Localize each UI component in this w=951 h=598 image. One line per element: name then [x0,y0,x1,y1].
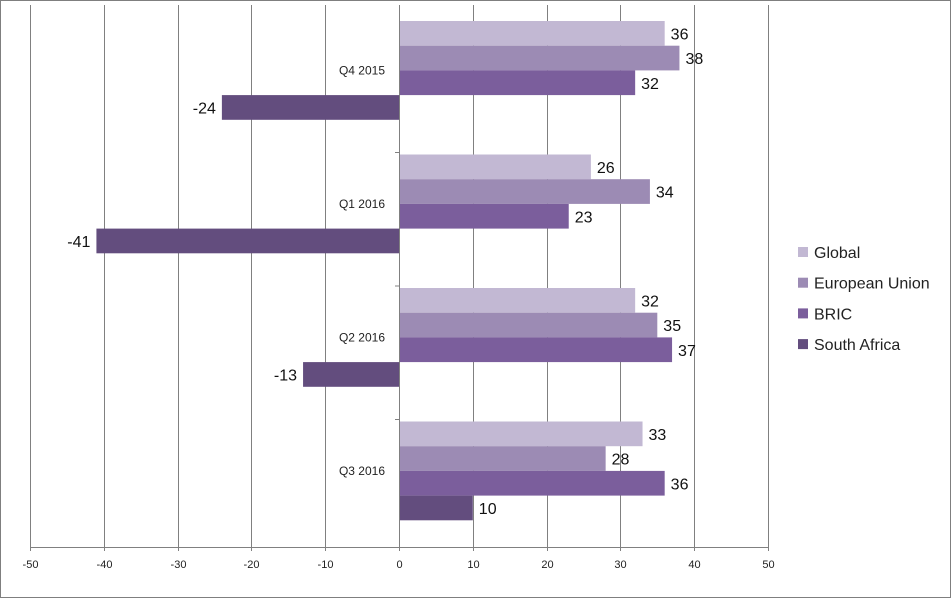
legend-swatch-european-union [798,277,808,288]
legend-label-european-union: European Union [814,276,930,293]
legend-swatch-south-africa [798,339,808,350]
data-label-bric: 37 [678,343,696,360]
data-label-bric: 36 [671,476,689,493]
data-label-european-union: 34 [656,185,674,202]
data-label-global: 26 [597,160,615,177]
data-label-south-africa: -13 [274,367,297,384]
bar-south-africa-q3-2016 [399,495,473,521]
data-label-south-africa: -24 [193,100,216,117]
bar-global-q4-2015 [399,21,665,46]
bar-european-union-q4-2015 [399,45,680,71]
bar-global-q3-2016 [399,421,643,447]
axes: -50 -40 -30 -20 -10 0 10 20 30 40 50 Q4 2015 Q1 2016… [23,5,775,571]
bar-bric-q4-2015 [399,70,636,96]
bar-south-africa-q4-2015 [221,95,399,120]
data-label-global: 36 [671,26,689,43]
category-label: Q3 2016 [339,464,385,478]
bar-global-q1-2016 [399,154,591,180]
bar-south-africa-q1-2016 [96,228,400,254]
bar-european-union-q1-2016 [399,179,650,204]
legend-label-bric: BRIC [814,306,852,323]
bar-south-africa-q2-2016 [303,362,399,387]
data-label-global: 32 [641,293,659,310]
x-tick-label: -20 [244,559,260,571]
bar-bric-q1-2016 [399,203,569,229]
data-label-european-union: 38 [685,51,703,68]
legend-label-south-africa: South Africa [814,337,900,354]
data-label-bric: 23 [575,209,593,226]
legend-swatch-bric [798,308,808,319]
data-label-south-africa: -41 [67,234,90,251]
bar-bric-q3-2016 [399,470,665,496]
data-label-bric: 32 [641,76,659,93]
legend-label-global: Global [814,245,860,262]
bar-european-union-q2-2016 [399,312,658,338]
x-tick-label: 0 [396,559,402,571]
x-tick-label: -30 [171,559,187,571]
bar-european-union-q3-2016 [399,446,606,471]
x-tick-label: -40 [97,559,113,571]
category-label: Q4 2015 [339,63,385,77]
data-label-european-union: 35 [663,318,681,335]
x-tick-label: 40 [688,559,700,571]
category-label: Q2 2016 [339,330,385,344]
bars [96,21,680,521]
data-label-global: 33 [649,427,667,444]
data-label-european-union: 28 [612,452,630,469]
legend: Global European Union BRIC South Africa [798,245,930,354]
x-tick-label: -50 [23,559,39,571]
x-tick-label: 30 [614,559,626,571]
x-tick-label: 10 [467,559,479,571]
x-tick-label: -10 [318,559,334,571]
bar-global-q2-2016 [399,288,636,313]
category-label: Q1 2016 [339,197,385,211]
x-tick-label: 20 [541,559,553,571]
x-tick-label: 50 [762,559,774,571]
data-label-south-africa: 10 [479,501,497,518]
bar-bric-q2-2016 [399,337,673,363]
legend-swatch-global [798,247,808,257]
